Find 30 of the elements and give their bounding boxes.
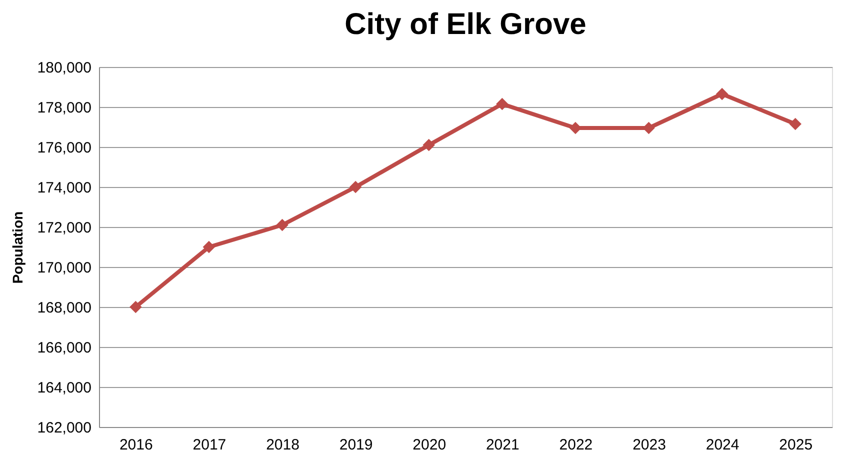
point <box>496 98 508 110</box>
y-tick-label: 172,000 <box>37 220 92 236</box>
y-tick-label: 180,000 <box>37 60 92 76</box>
y-tick-label: 166,000 <box>37 340 92 356</box>
x-tick-label: 2024 <box>706 436 740 454</box>
y-tick-label: 170,000 <box>37 260 92 276</box>
x-tick-label: 2018 <box>266 436 300 454</box>
y-tick-label: 176,000 <box>37 140 92 156</box>
y-tick-label: 162,000 <box>37 420 92 436</box>
chart-title: City of Elk Grove <box>344 8 586 41</box>
point <box>789 118 802 130</box>
x-tick-label: 2022 <box>559 436 593 454</box>
x-tick-label: 2016 <box>119 436 153 454</box>
point <box>422 138 435 152</box>
point <box>130 300 142 314</box>
point <box>276 218 288 232</box>
x-tick-label: 2017 <box>192 436 226 454</box>
y-tick-label: 164,000 <box>37 380 92 396</box>
x-tick-label: 2019 <box>339 436 373 454</box>
y-tick-label: 178,000 <box>37 100 92 116</box>
y-axis-title: Population <box>9 211 26 284</box>
point <box>716 88 728 100</box>
point <box>202 240 216 254</box>
point <box>349 180 362 194</box>
x-tick-label: 2020 <box>412 436 446 454</box>
x-tick-label: 2023 <box>632 436 666 454</box>
x-tick-label: 2025 <box>779 436 813 454</box>
x-tick-label: 2021 <box>486 436 520 454</box>
y-tick-label: 168,000 <box>37 300 92 316</box>
y-tick-label: 174,000 <box>37 180 92 196</box>
